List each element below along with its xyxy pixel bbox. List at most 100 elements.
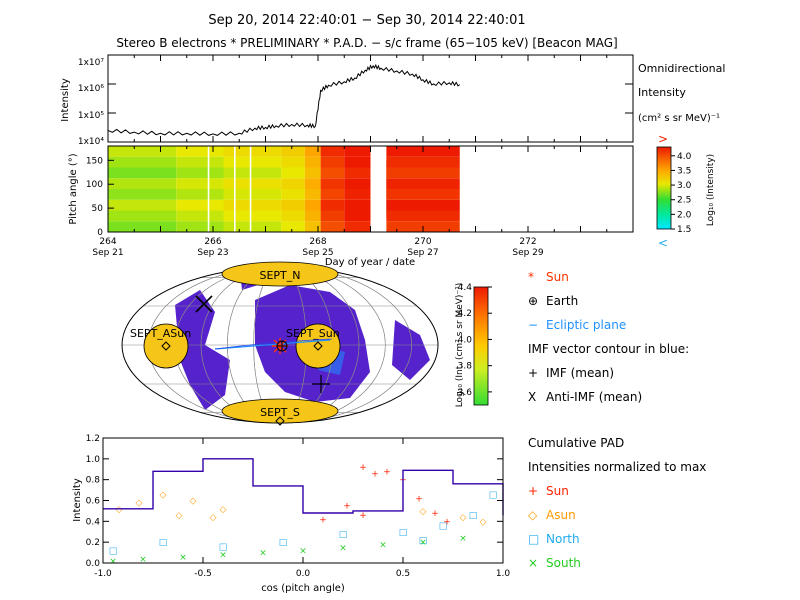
figure-subtitle: Stereo B electrons * PRELIMINARY * P.A.D… [116, 36, 617, 50]
cumulative-ytick-label: 1.2 [86, 434, 100, 444]
pad-heatmap-cell [176, 167, 224, 179]
sept-south-region [221, 398, 339, 424]
cumulative-point: □ [419, 536, 428, 546]
sept-south-center-marker [275, 416, 285, 426]
cumulative-point: × [259, 549, 267, 559]
sept-north-region [221, 261, 339, 287]
pad-heatmap-cell [320, 189, 345, 200]
pad-xlabel: Day of year / date [325, 257, 415, 268]
sept-asun-center-marker [161, 341, 171, 351]
pad-heatmap-cell [176, 156, 224, 168]
pad-heatmap-cell [223, 210, 282, 222]
sky-legend-symbol: + [528, 366, 538, 380]
pad-heatmap-cell [304, 210, 321, 222]
cumulative-point: □ [399, 528, 408, 538]
omni-intensity-line [108, 63, 461, 136]
pad-ylabel: Pitch angle (°) [68, 153, 79, 224]
pad-heatmap-cell [344, 199, 371, 211]
pad-heatmap-cell [108, 167, 177, 179]
cumulative-point: + [359, 463, 367, 473]
cumulative-point: + [431, 509, 439, 519]
sky-colorbar [473, 286, 489, 406]
pad-xtick-date: Sep 29 [512, 248, 544, 258]
sept-south-label: SEPT_S [260, 406, 300, 419]
cumulative-ylabel: Intensity [72, 478, 83, 522]
cumulative-xtick-label: -1.0 [94, 569, 112, 579]
omni-side-label-2: Intensity [638, 86, 686, 99]
imf-vector-contour [214, 338, 333, 350]
anti-imf-mean-marker [195, 295, 213, 313]
pad-colorbar-tick-label: 2.0 [677, 210, 692, 220]
imf-mean-marker [312, 375, 330, 393]
omni-ytick-7: 1x10⁷ [78, 58, 105, 68]
cumulative-panel: ++++ ++++++◇◇◇◇◇◇◇ ◇◇ ◇□□ □ □□ □□□□□× × × × × × × × × ×… [72, 434, 706, 594]
pad-heatmap-cell [281, 189, 305, 200]
sky-legend-symbol: ⊕ [528, 294, 538, 308]
cumulative-point: × [109, 557, 117, 567]
pad-xtick-label: 272 [519, 237, 536, 247]
pad-heatmap-cell [304, 146, 321, 157]
sept-sun-region [295, 323, 341, 369]
cumulative-point: ◇ [190, 497, 197, 507]
cumulative-legend-symbol: + [528, 484, 538, 498]
cumulative-ytick-label: 0.4 [86, 517, 101, 527]
cumulative-point: + [359, 511, 367, 521]
pad-xtick-date: Sep 21 [92, 248, 123, 258]
pad-heatmap-cell [320, 178, 345, 189]
pad-heatmap-cell [304, 167, 321, 179]
cumulative-point: □ [489, 490, 498, 500]
cumulative-legend-title: Cumulative PAD [528, 436, 624, 450]
pad-heatmap-cell [320, 146, 345, 157]
pad-heatmap-cell [344, 156, 371, 168]
pad-heatmap-cell [320, 167, 345, 179]
sky-legend-symbol: − [528, 318, 538, 332]
omni-ylabel: Intensity [60, 78, 71, 122]
cumulative-point: ◇ [176, 511, 183, 521]
sky-legend-label: Sun [546, 270, 569, 284]
pad-xtick-label: 268 [309, 237, 326, 247]
pad-heatmap-cell [223, 199, 282, 211]
pad-data-gap [207, 146, 210, 232]
pad-heatmap-cell [344, 178, 371, 189]
pad-heatmap-cell [176, 189, 224, 200]
pad-heatmap-cell [223, 156, 282, 168]
pad-heatmap-cell [281, 167, 305, 179]
cumulative-legend-subtitle: Intensities normalized to max [528, 460, 706, 474]
pad-heatmap-cell [320, 221, 345, 232]
pad-colorbar-label: Log₁₀ (Intensity) [706, 154, 716, 226]
cumulative-point: + [343, 502, 351, 512]
pad-heatmap-cell [386, 189, 460, 200]
cumulative-point: □ [159, 538, 168, 548]
pad-heatmap-cell [281, 221, 305, 232]
cumulative-point: □ [109, 547, 118, 557]
pad-heatmap-cell [223, 178, 282, 189]
omni-side-label-3: (cm² s sr MeV)⁻¹ [638, 113, 720, 124]
sky-colorbar-tick-label: 4.4 [458, 283, 473, 293]
cumulative-point: □ [469, 511, 478, 521]
cumulative-legend-symbol: × [528, 556, 538, 570]
pad-heatmap-cell [344, 210, 371, 222]
cumulative-legend-symbol: □ [528, 532, 539, 546]
cumulative-legend-symbol: ◇ [528, 508, 538, 522]
pad-ytick-label: 100 [86, 180, 103, 190]
cumulative-point: × [179, 553, 187, 563]
cumulative-point: × [379, 540, 387, 550]
pad-heatmap-cell [108, 178, 177, 189]
pad-heatmap-cell [386, 199, 460, 211]
cumulative-histogram [103, 458, 504, 516]
pad-xtick-date: Sep 23 [197, 248, 228, 258]
cumulative-point: + [383, 467, 391, 477]
omni-ytick-4: 1x10⁴ [78, 137, 105, 147]
cumulative-ytick-label: 0.0 [86, 559, 101, 569]
pad-heatmap-cell [108, 189, 177, 200]
pad-data-gap [370, 146, 387, 161]
sept-asun-region [143, 323, 189, 369]
sky-legend-label: Earth [546, 294, 578, 308]
cumulative-point: ◇ [160, 490, 167, 500]
pad-heatmap-cell [176, 221, 224, 232]
cumulative-legend-label: South [546, 556, 581, 570]
sky-colorbar-tick-label: 4.2 [458, 309, 472, 319]
pad-heatmap-cell [108, 199, 177, 211]
earth-marker [276, 340, 288, 352]
